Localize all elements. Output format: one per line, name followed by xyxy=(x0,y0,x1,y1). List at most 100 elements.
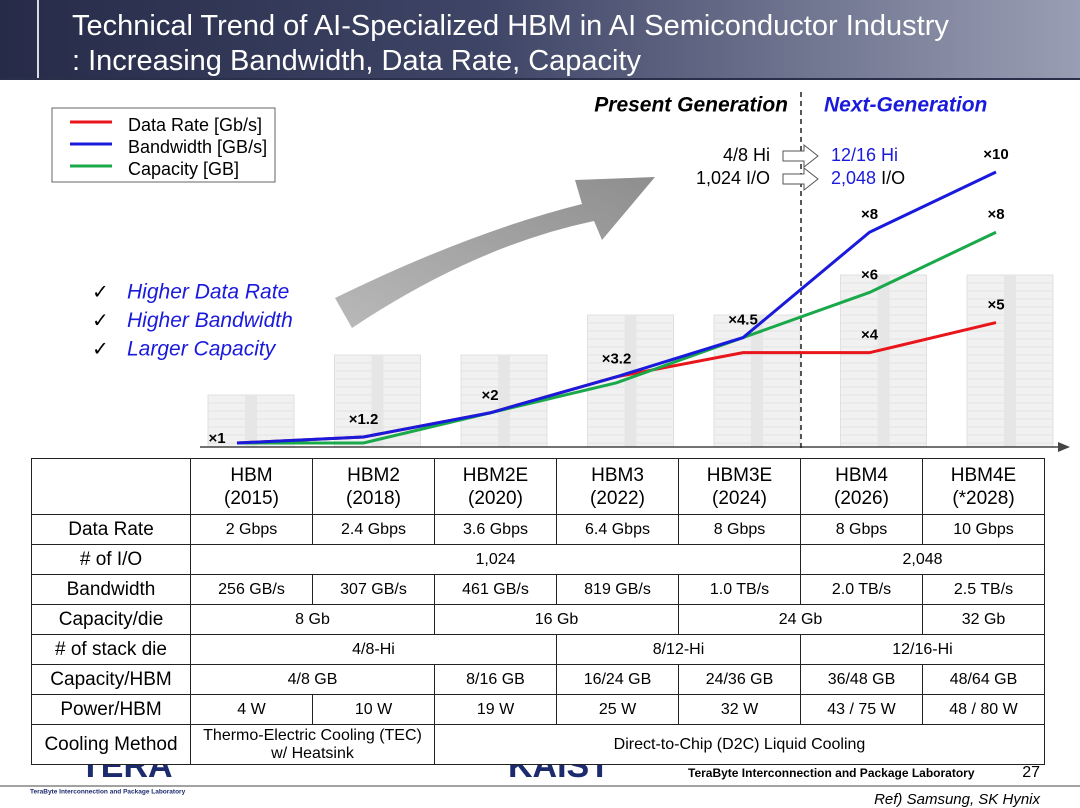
table-cell: 8 Gb xyxy=(190,604,435,635)
next-io: 2,048 I/O xyxy=(831,168,905,188)
header-cell: HBM3 (2022) xyxy=(556,458,679,515)
value-label: ×8 xyxy=(987,206,1004,223)
x-axis-arrow xyxy=(1058,442,1070,452)
table-cell: Direct-to-Chip (D2C) Liquid Cooling xyxy=(434,724,1045,765)
table-row: Capacity/HBM 4/8 GB 8/16 GB 16/24 GB 24/36 G… xyxy=(31,664,1045,695)
table-cell: 8/12-Hi xyxy=(556,634,801,665)
table-cell: 24/36 GB xyxy=(678,664,801,695)
row-label: Bandwidth xyxy=(31,574,191,605)
check-mark: ✓ xyxy=(92,338,109,360)
value-label: ×1 xyxy=(208,430,225,447)
next-io-value: 2,048 xyxy=(831,168,876,188)
checklist: ✓ Higher Data Rate ✓ Higher Bandwidth ✓ Large… xyxy=(92,281,293,361)
table-cell: 32 W xyxy=(678,694,801,725)
stack-core xyxy=(371,355,384,447)
generation-year: (2026) xyxy=(834,487,889,509)
value-label: ×2 xyxy=(481,387,498,404)
value-label: ×4.5 xyxy=(728,312,758,329)
legend-label: Bandwidth [GB/s] xyxy=(128,137,267,157)
table-cell: 1,024 xyxy=(190,544,801,575)
generation-name: HBM xyxy=(230,464,273,486)
value-label: ×8 xyxy=(861,206,878,223)
check-item: Higher Data Rate xyxy=(127,281,289,304)
stack-core xyxy=(877,275,890,447)
shift-arrow xyxy=(782,143,819,169)
generation-name: HBM3E xyxy=(706,464,773,486)
table-cell: 2 Gbps xyxy=(190,514,313,545)
legend: Data Rate [Gb/s]Bandwidth [GB/s]Capacity… xyxy=(70,115,267,179)
legend-label: Capacity [GB] xyxy=(128,159,239,179)
next-generation: Next-Generation xyxy=(824,94,987,117)
series-line xyxy=(236,170,997,445)
table-cell: 8 Gbps xyxy=(800,514,923,545)
table-cell: 24 Gb xyxy=(678,604,923,635)
header-cell: HBM2 (2018) xyxy=(312,458,435,515)
page-number: 27 xyxy=(1022,764,1040,781)
cell-line: Thermo-Electric Cooling (TEC) xyxy=(203,726,422,744)
next-io-unit: I/O xyxy=(881,168,905,188)
value-label: ×5 xyxy=(987,297,1004,314)
stack-core xyxy=(498,355,510,447)
value-label: ×4 xyxy=(861,327,879,344)
plot: ×4 ×5 ×1 ×1.2 ×2 ×3.2 ×4.5 ×8 ×10 ×6 ×8 xyxy=(208,146,1008,447)
present-generation: Present Generation xyxy=(594,94,788,117)
value-label: ×1.2 xyxy=(349,411,379,428)
generation-year: (2015) xyxy=(224,487,279,509)
subtitle: : Increasing Bandwidth, Data Rate, Capac… xyxy=(72,45,642,77)
table-cell: 10 W xyxy=(312,694,435,725)
generation-year: (2020) xyxy=(468,487,523,509)
table-cell: 2.5 TB/s xyxy=(922,574,1045,605)
row-label: # of stack die xyxy=(31,634,191,665)
generation-name: HBM2E xyxy=(462,464,529,486)
table-cell: 32 Gb xyxy=(922,604,1045,635)
stack-core xyxy=(751,315,763,447)
value-label: ×3.2 xyxy=(602,351,632,368)
table-cell: 8 Gbps xyxy=(678,514,801,545)
table-cell: 10 Gbps xyxy=(922,514,1045,545)
corner-cell xyxy=(31,458,191,515)
generation-name: HBM4E xyxy=(950,464,1017,486)
table-cell: 8/16 GB xyxy=(434,664,557,695)
stack-core xyxy=(624,315,637,447)
next-stack: 12/16 Hi xyxy=(831,145,898,165)
table-row: # of stack die 4/8-Hi 8/12-Hi 12/16-Hi xyxy=(31,634,1045,665)
generation-name: HBM4 xyxy=(835,464,888,486)
table-cell: 4/8 GB xyxy=(190,664,435,695)
generation-name: HBM2 xyxy=(347,464,400,486)
table-cell: 48/64 GB xyxy=(922,664,1045,695)
header-cell: HBM2E (2020) xyxy=(434,458,557,515)
row-label: Power/HBM xyxy=(31,694,191,725)
title: Technical Trend of AI-Specialized HBM in… xyxy=(72,10,949,42)
row-label: Capacity/HBM xyxy=(31,664,191,695)
table-row: Cooling Method Thermo-Electric Cooling (T… xyxy=(31,724,1045,765)
table-cell: 461 GB/s xyxy=(434,574,557,605)
table-cell: 2,048 xyxy=(800,544,1045,575)
title-edge xyxy=(37,0,39,78)
table-cell: 6.4 Gbps xyxy=(556,514,679,545)
header-cell: HBM (2015) xyxy=(190,458,313,515)
header-cell: HBM4 (2026) xyxy=(800,458,923,515)
check-mark: ✓ xyxy=(92,281,109,303)
shift-arrow xyxy=(782,166,819,192)
logo-caption: TeraByte Interconnection and Package Lab… xyxy=(30,789,186,796)
table-cell: Thermo-Electric Cooling (TEC) w/ Heatsink xyxy=(190,724,435,765)
check-item: Larger Capacity xyxy=(127,338,277,361)
trend-arrow xyxy=(335,177,655,328)
header-cell: HBM4E (*2028) xyxy=(922,458,1045,515)
table-row: # of I/O 1,024 2,048 xyxy=(31,544,1045,575)
value-label: ×6 xyxy=(861,266,878,283)
cell-line: w/ Heatsink xyxy=(271,744,354,762)
table-cell: 4 W xyxy=(190,694,313,725)
lab-name: TeraByte Interconnection and Package Lab… xyxy=(688,766,975,780)
generation-year: (2018) xyxy=(346,487,401,509)
table-row: Power/HBM 4 W 10 W 19 W 25 W 32 W 43 / 75 W 48 … xyxy=(31,694,1045,725)
row-label: Cooling Method xyxy=(31,724,191,765)
present-stack: 4/8 Hi xyxy=(723,145,770,165)
generation-year: (2024) xyxy=(712,487,767,509)
check-mark: ✓ xyxy=(92,310,109,332)
table-cell: 25 W xyxy=(556,694,679,725)
table-cell: 36/48 GB xyxy=(800,664,923,695)
table-cell: 16/24 GB xyxy=(556,664,679,695)
table-row: Data Rate 2 Gbps 2.4 Gbps 3.6 Gbps 6.4 Gbps 8… xyxy=(31,514,1045,545)
header-cell: HBM3E (2024) xyxy=(678,458,801,515)
